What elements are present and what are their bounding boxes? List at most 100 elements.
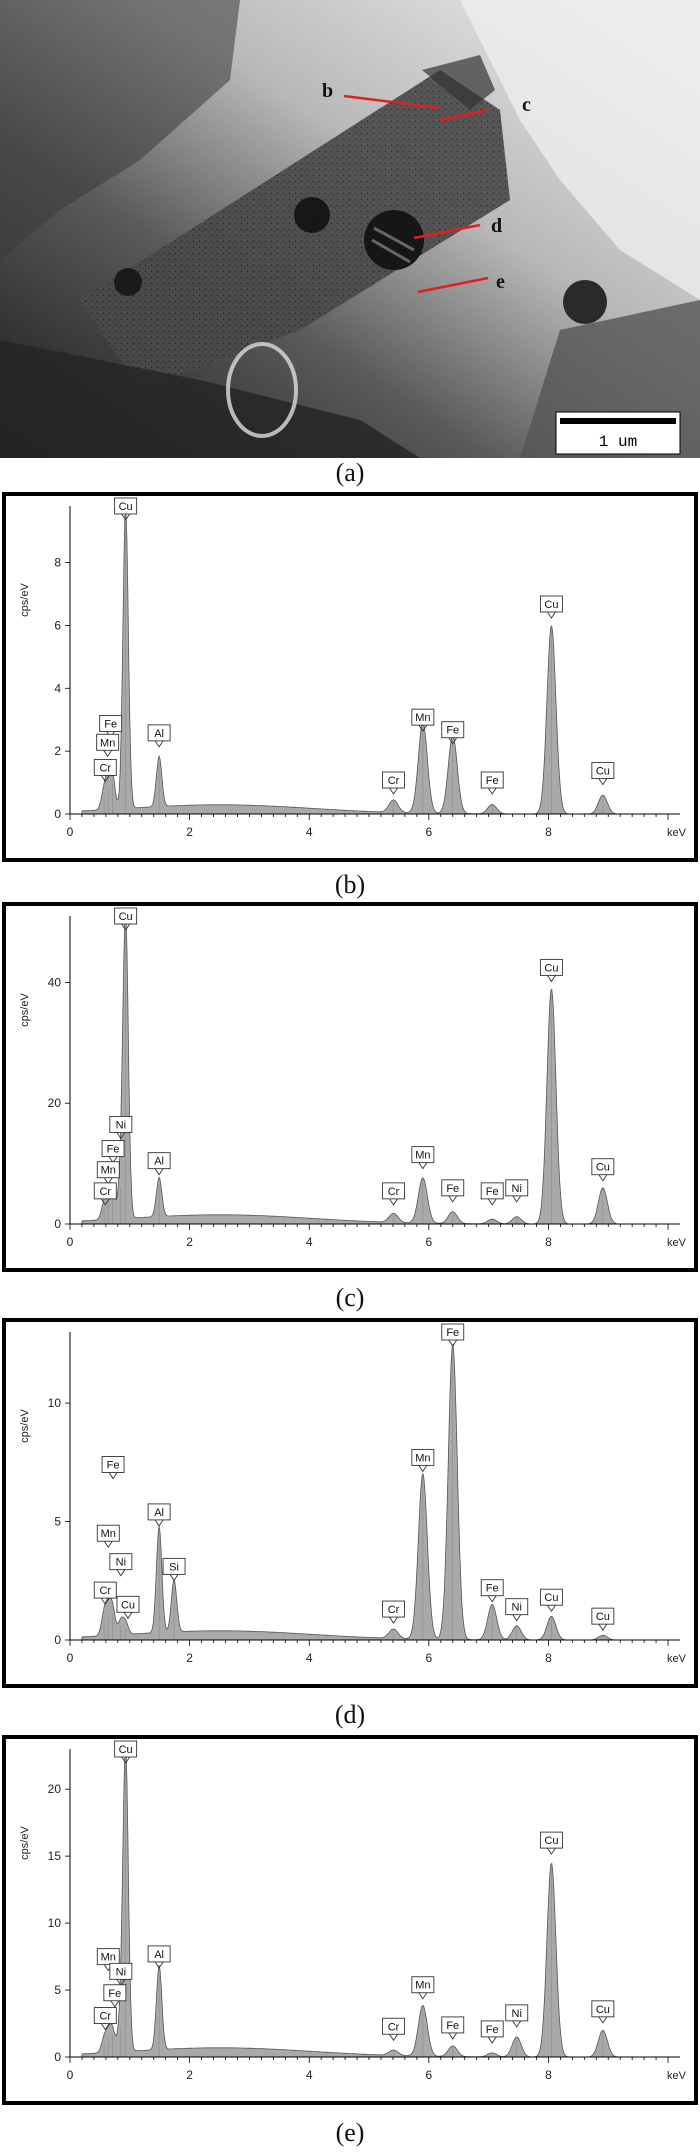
element-label-pointer bbox=[547, 1604, 556, 1613]
element-label-box bbox=[480, 1579, 504, 1597]
element-label-box bbox=[441, 1323, 465, 1341]
element-label-text: Fe bbox=[107, 1144, 120, 1156]
element-label-text: Ni bbox=[512, 1602, 522, 1614]
element-label-mn: Mn bbox=[411, 1146, 435, 1170]
element-label-ni: Ni bbox=[505, 1179, 529, 1203]
element-label-mn: Mn bbox=[96, 733, 120, 758]
element-label-text: Cr bbox=[99, 1186, 111, 1198]
element-label-fe: Fe bbox=[480, 771, 504, 795]
precipitate-band bbox=[80, 70, 510, 390]
element-label-cu: Cu bbox=[114, 907, 138, 931]
pointer-e bbox=[417, 276, 489, 294]
y-tick-label: 5 bbox=[54, 1983, 61, 1997]
x-tick-label: 2 bbox=[186, 825, 193, 839]
element-label-fe: Fe bbox=[441, 721, 465, 745]
element-label-text: Mn bbox=[101, 1952, 116, 1964]
element-label-al: Al bbox=[147, 1503, 171, 1527]
x-tick-label: 0 bbox=[67, 1651, 74, 1665]
element-label-pointer bbox=[100, 1597, 110, 1605]
element-label-pointer bbox=[389, 787, 398, 795]
element-label-text: Fe bbox=[446, 2020, 459, 2032]
element-label-pointer bbox=[123, 1612, 133, 1620]
element-label-cr: Cr bbox=[382, 2017, 405, 2042]
element-label-text: Fe bbox=[446, 1183, 459, 1195]
precipitate bbox=[294, 197, 330, 233]
element-label-fe: Fe bbox=[99, 714, 123, 739]
element-label-text: Fe bbox=[108, 1988, 121, 2000]
element-label-box bbox=[101, 1456, 125, 1473]
element-label-box bbox=[93, 758, 117, 776]
element-label-text: Al bbox=[154, 1156, 164, 1168]
element-label-box bbox=[382, 2017, 405, 2035]
element-label-mn: Mn bbox=[96, 1524, 120, 1549]
y-tick-label: 5 bbox=[54, 1515, 61, 1529]
element-label-al: Al bbox=[147, 724, 171, 748]
element-label-pointer bbox=[116, 1569, 126, 1577]
element-label-cu: Cu bbox=[114, 1740, 138, 1764]
y-axis-label: cps/eV bbox=[19, 1409, 31, 1443]
element-label-pointer bbox=[116, 1132, 126, 1140]
element-label-pointer bbox=[512, 1195, 522, 1203]
element-label-cu: Cu bbox=[539, 1588, 563, 1613]
element-label-cu: Cu bbox=[591, 762, 615, 786]
element-label-pointer bbox=[103, 750, 113, 758]
element-label-pointer bbox=[448, 1339, 458, 1347]
eds-spectrum-c: 0 2 4 6 8 0 20 40 cps/eV keV Cu Ni Fe Mn Cr Al Mn Cr Fe Fe N… bbox=[0, 902, 700, 1279]
element-label-text: Al bbox=[154, 1949, 164, 1961]
element-label-box bbox=[441, 2016, 465, 2034]
caption-a: (a) bbox=[335, 458, 365, 487]
element-label-pointer bbox=[389, 2034, 398, 2042]
element-label-pointer bbox=[598, 1623, 608, 1631]
element-label-text: Mn bbox=[415, 1980, 430, 1992]
y-tick-label: 40 bbox=[48, 975, 62, 989]
x-tick-label: 0 bbox=[67, 825, 74, 839]
element-label-ni: Ni bbox=[109, 1553, 133, 1577]
element-label-mn: Mn bbox=[411, 708, 435, 732]
element-label-box bbox=[382, 1600, 405, 1618]
element-label-text: Mn bbox=[415, 712, 430, 724]
element-label-fe: Fe bbox=[441, 1323, 465, 1347]
element-label-pointer bbox=[547, 975, 556, 983]
element-label-fe: Fe bbox=[441, 1179, 465, 1203]
y-tick-label: 20 bbox=[48, 1782, 62, 1796]
element-label-pointer bbox=[100, 2023, 110, 2031]
element-label-ni: Ni bbox=[505, 2004, 529, 2028]
element-label-box bbox=[93, 2007, 117, 2024]
element-label-al: Al bbox=[147, 1152, 171, 1176]
element-label-box bbox=[96, 1524, 120, 1542]
element-label-pointer bbox=[418, 1992, 428, 2000]
y-tick-label: 10 bbox=[48, 1916, 62, 1930]
element-label-pointer bbox=[487, 1595, 497, 1603]
element-label-box bbox=[96, 1948, 120, 1966]
x-tick-label: 2 bbox=[186, 2068, 193, 2082]
element-label-box bbox=[114, 907, 138, 925]
spectrum-svg: 0 2 4 6 8 0 5 10 cps/eV keV Fe Mn Ni Cr Cu Al Si Mn Fe Cr Fe… bbox=[2, 1318, 698, 1688]
element-label-text: Fe bbox=[104, 718, 117, 730]
element-label-text: Cr bbox=[99, 1585, 111, 1597]
element-label-pointer bbox=[121, 1756, 130, 1764]
x-tick-label: 2 bbox=[186, 1651, 193, 1665]
element-label-box bbox=[93, 1581, 117, 1599]
element-label-text: Ni bbox=[116, 1119, 126, 1131]
element-label-box bbox=[480, 2020, 504, 2038]
element-label-box bbox=[505, 1179, 529, 1197]
element-label-box bbox=[114, 497, 138, 515]
element-label-pointer bbox=[100, 1198, 110, 1206]
element-label-cr: Cr bbox=[93, 758, 117, 783]
element-label-box bbox=[539, 595, 563, 613]
micrograph-image: b c d e 1 um bbox=[0, 0, 700, 458]
x-tick-label: 4 bbox=[306, 825, 313, 839]
point-label-e: e bbox=[496, 271, 505, 293]
point-label-c: c bbox=[522, 94, 531, 116]
x-tick-label: 6 bbox=[425, 1235, 432, 1249]
y-tick-label: 0 bbox=[54, 807, 61, 821]
pointer-d bbox=[413, 223, 481, 240]
element-label-pointer bbox=[389, 1198, 398, 1206]
precipitate bbox=[114, 268, 142, 296]
element-label-text: Fe bbox=[486, 2024, 499, 2036]
element-label-box bbox=[505, 2004, 529, 2022]
element-label-box bbox=[539, 958, 563, 976]
element-label-pointer bbox=[110, 2000, 120, 2008]
caption-b: (b) bbox=[334, 870, 366, 899]
element-label-text: Cr bbox=[388, 2021, 400, 2033]
